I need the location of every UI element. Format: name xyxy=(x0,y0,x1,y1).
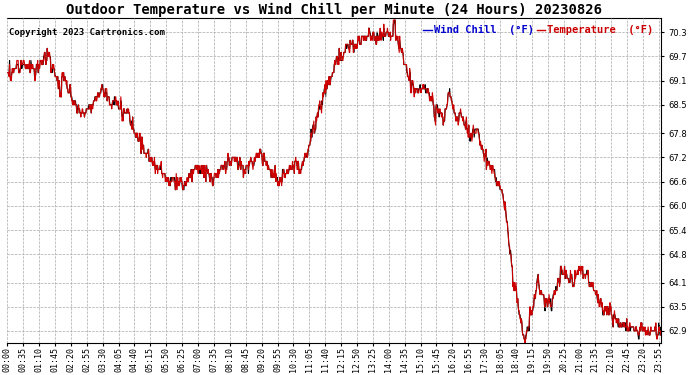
Legend: Wind Chill  (°F), Temperature  (°F): Wind Chill (°F), Temperature (°F) xyxy=(422,23,656,38)
Text: Copyright 2023 Cartronics.com: Copyright 2023 Cartronics.com xyxy=(8,28,164,37)
Title: Outdoor Temperature vs Wind Chill per Minute (24 Hours) 20230826: Outdoor Temperature vs Wind Chill per Mi… xyxy=(66,3,602,17)
